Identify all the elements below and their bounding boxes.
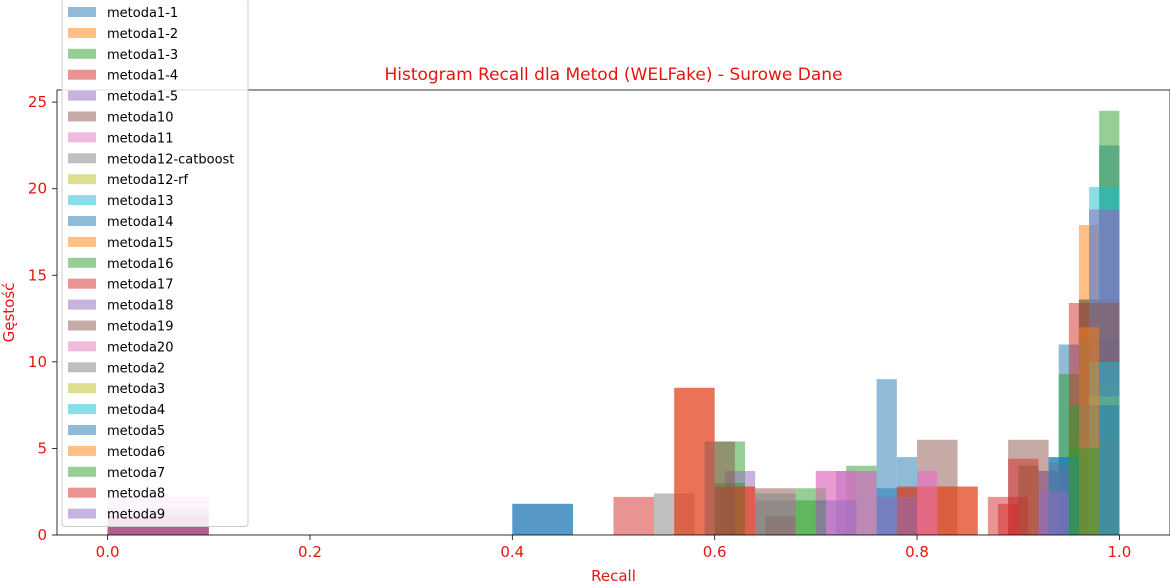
legend-label: metoda20	[107, 340, 173, 355]
y-tick-label: 10	[28, 353, 47, 371]
bar-metoda18-1	[876, 496, 918, 535]
legend-swatch	[68, 341, 96, 352]
x-tick-label: 0.2	[298, 543, 322, 561]
legend-label: metoda5	[107, 424, 165, 439]
legend-label: metoda13	[107, 194, 173, 209]
legend-swatch	[68, 425, 96, 435]
legend-label: metoda17	[107, 278, 173, 293]
legend-label: metoda4	[107, 403, 165, 418]
legend-swatch	[68, 195, 96, 206]
bar-metoda9-2	[1038, 491, 1069, 535]
legend-label: metoda16	[107, 257, 173, 272]
x-tick-label: 0.0	[96, 543, 120, 561]
legend-label: metoda11	[107, 131, 173, 146]
legend-label: metoda1-2	[107, 27, 178, 42]
y-axis-label: Gęstość	[0, 283, 18, 343]
legend-label: metoda1-1	[107, 6, 178, 21]
legend-swatch	[68, 362, 96, 373]
legend-swatch	[68, 7, 96, 17]
x-axis-label: Recall	[591, 567, 636, 585]
legend-swatch	[68, 299, 96, 310]
legend-label: metoda12-rf	[107, 173, 189, 188]
bar-metoda8-2	[997, 503, 1019, 535]
x-tick-label: 0.4	[500, 543, 524, 561]
legend-swatch	[68, 90, 96, 101]
legend-swatch	[68, 320, 96, 331]
legend-label: metoda7	[107, 466, 165, 481]
legend-swatch	[68, 111, 96, 122]
legend-label: metoda8	[107, 487, 165, 502]
y-tick-label: 25	[28, 93, 47, 111]
bar-metoda20-1	[917, 470, 938, 535]
bars-layer	[107, 110, 1120, 536]
bar-metoda1-4-1	[613, 496, 654, 535]
legend: metoda1-1 metoda1-2 metoda1-3 metoda1-4 meto…	[61, 0, 249, 527]
legend-swatch	[68, 132, 96, 143]
legend-label: metoda19	[107, 320, 173, 335]
x-tick-label: 1.0	[1107, 543, 1131, 561]
legend-swatch	[68, 48, 96, 59]
bar-metoda19-1	[704, 441, 735, 535]
legend-swatch	[68, 383, 96, 394]
legend-label: metoda2	[107, 361, 165, 376]
legend-swatch	[68, 216, 96, 226]
legend-label: metoda6	[107, 445, 165, 460]
legend-label: metoda9	[107, 508, 165, 523]
legend-swatch	[68, 445, 96, 456]
legend-swatch	[68, 508, 96, 519]
y-tick-label: 5	[37, 439, 47, 457]
y-tick-label: 15	[28, 266, 47, 284]
legend-swatch	[68, 236, 96, 247]
legend-swatch	[68, 278, 96, 289]
legend-label: metoda3	[107, 382, 165, 397]
bar-metoda5-0	[512, 503, 574, 535]
axes-frame	[56, 89, 1170, 536]
legend-label: metoda18	[107, 299, 173, 314]
legend-swatch	[68, 69, 96, 80]
legend-label: metoda14	[107, 215, 173, 230]
bar-metoda7-1	[1068, 448, 1100, 535]
legend-swatch	[68, 466, 96, 477]
legend-swatch	[68, 487, 96, 498]
legend-label: metoda10	[107, 111, 173, 126]
legend-swatch	[68, 174, 96, 185]
legend-swatch	[68, 404, 96, 415]
bar-metoda9-1	[815, 500, 857, 535]
legend-swatch	[68, 153, 96, 164]
ticks-layer: 0.0 0.2 0.4 0.6 0.8 1.0 0 5 10 15 20 25	[28, 93, 1131, 561]
chart-title: Histogram Recall dla Metod (WELFake) - S…	[384, 65, 842, 85]
legend-box	[61, 0, 249, 527]
legend-label: metoda1-5	[107, 90, 178, 105]
y-tick-label: 20	[28, 180, 47, 198]
x-tick-label: 0.6	[703, 543, 727, 561]
x-tick-label: 0.8	[905, 543, 929, 561]
bar-metoda17-3	[937, 486, 978, 535]
legend-swatch	[68, 257, 96, 268]
legend-label: metoda1-3	[107, 48, 178, 63]
legend-label: metoda12-catboost	[107, 152, 234, 167]
legend-label: metoda15	[107, 236, 173, 251]
bar-metoda2-0	[755, 500, 796, 535]
legend-label: metoda1-4	[107, 69, 178, 84]
y-tick-label: 0	[37, 526, 47, 544]
legend-swatch	[68, 27, 96, 38]
